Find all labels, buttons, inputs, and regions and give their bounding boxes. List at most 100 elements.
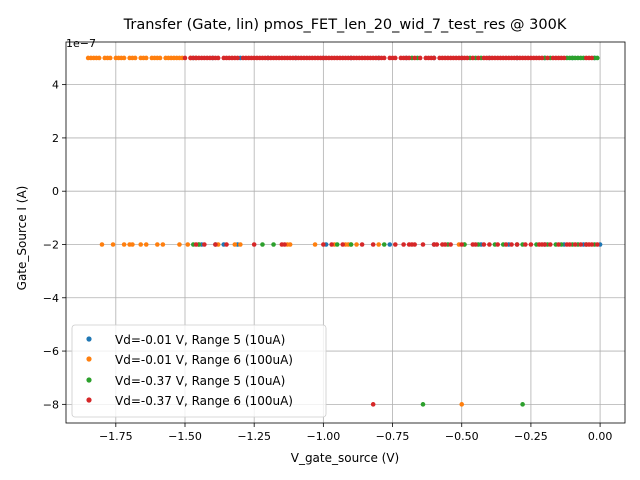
data-point [481, 242, 487, 247]
y-tick-label: −6 [43, 345, 59, 358]
series-3 [182, 55, 600, 407]
data-point [547, 242, 553, 247]
data-point [431, 55, 437, 61]
y-tick-label: −4 [43, 292, 59, 305]
data-point [393, 242, 398, 247]
data-point [321, 242, 326, 247]
data-point [260, 242, 265, 247]
data-point [464, 55, 470, 61]
data-point [99, 242, 105, 247]
y-tick-label: 0 [52, 185, 59, 198]
data-points [85, 55, 603, 407]
data-point [417, 55, 423, 61]
data-point [193, 242, 199, 247]
data-point [401, 242, 406, 247]
y-axis-ticks: −8 −6 −4 −2 0 2 4 [43, 79, 66, 411]
data-point [107, 55, 113, 61]
data-point [213, 242, 218, 247]
legend-label-3: Vd=-0.37 V, Range 6 (100uA) [115, 394, 293, 408]
data-point [160, 242, 166, 247]
y-axis-offset-label: 1e−7 [66, 37, 96, 50]
data-point [329, 242, 334, 247]
legend-label-2: Vd=-0.37 V, Range 5 (10uA) [115, 374, 285, 388]
data-point [215, 55, 221, 61]
data-point [476, 55, 481, 61]
x-axis-label: V_gate_source (V) [291, 451, 400, 465]
data-point [130, 242, 135, 247]
y-tick-label: −2 [43, 238, 59, 251]
y-tick-label: 4 [52, 79, 59, 92]
data-point [514, 242, 520, 247]
legend-label-1: Vd=-0.01 V, Range 6 (100uA) [115, 353, 293, 367]
data-point [495, 242, 501, 247]
x-tick-label: −0.75 [376, 430, 410, 443]
data-point [121, 55, 127, 61]
data-point [251, 242, 257, 247]
data-point [459, 402, 465, 407]
data-point [406, 55, 412, 61]
x-tick-label: 0.00 [588, 430, 613, 443]
data-point [523, 242, 528, 247]
x-tick-label: −1.50 [168, 430, 202, 443]
data-point [271, 242, 276, 247]
x-tick-label: −0.50 [445, 430, 479, 443]
data-point [282, 242, 287, 247]
data-point [567, 242, 572, 247]
data-point [238, 242, 243, 247]
data-point [354, 242, 359, 247]
data-point [595, 242, 600, 247]
data-point [387, 242, 393, 247]
data-point [412, 55, 417, 61]
y-tick-label: 2 [52, 132, 59, 145]
data-point [442, 242, 448, 247]
data-point [348, 242, 354, 247]
data-point [370, 242, 376, 247]
legend-box [71, 324, 327, 418]
y-tick-label: −8 [43, 398, 59, 411]
x-tick-label: −1.75 [99, 430, 133, 443]
data-point [412, 242, 417, 247]
data-point [572, 242, 578, 247]
data-point [509, 242, 514, 247]
data-point [420, 402, 426, 407]
data-point [132, 55, 138, 61]
data-point [340, 242, 346, 247]
data-point [578, 242, 584, 247]
x-axis-ticks: −1.75 −1.50 −1.25 −1.00 −0.75 −0.50 −0.25 0.00 [99, 423, 612, 443]
data-point [545, 55, 550, 61]
plot-area-frame [65, 41, 626, 424]
y-axis-label: Gate_Source I (A) [15, 186, 29, 291]
legend-marker-0 [86, 336, 92, 342]
x-tick-label: −1.00 [307, 430, 341, 443]
data-point [595, 55, 600, 61]
data-point [473, 242, 478, 247]
legend-marker-1 [86, 356, 92, 362]
data-point [420, 242, 426, 247]
data-point [393, 55, 398, 61]
data-point [96, 55, 102, 61]
legend-marker-2 [86, 377, 92, 383]
data-point [235, 55, 240, 61]
data-point [202, 242, 207, 247]
data-point [182, 55, 188, 61]
data-point [556, 242, 561, 247]
data-point [110, 242, 116, 247]
data-point [359, 242, 365, 247]
x-tick-label: −1.25 [237, 430, 271, 443]
data-point [539, 55, 545, 61]
data-point [177, 242, 182, 247]
data-point [381, 55, 387, 61]
data-point [143, 242, 149, 247]
data-point [470, 55, 476, 61]
chart-title: Transfer (Gate, lin) pmos_FET_len_20_wid… [123, 17, 567, 33]
data-point [155, 242, 160, 247]
data-point [381, 242, 387, 247]
data-point [224, 242, 229, 247]
data-point [370, 402, 376, 407]
data-point [542, 242, 548, 247]
data-point [185, 242, 191, 247]
data-point [287, 242, 293, 247]
data-point [232, 242, 238, 247]
data-point [157, 55, 163, 61]
